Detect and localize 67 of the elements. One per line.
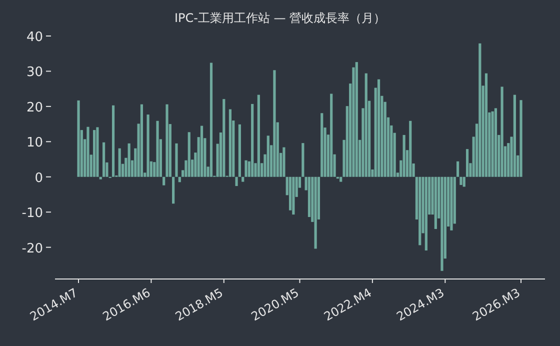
bar — [450, 176, 453, 230]
bar — [520, 100, 522, 177]
bar — [484, 73, 488, 177]
bar — [93, 130, 96, 177]
bar — [282, 147, 286, 177]
bar — [434, 176, 437, 229]
y-tick-label: 30 — [26, 65, 43, 80]
y-tick-label: 40 — [26, 30, 43, 45]
bar — [288, 176, 292, 210]
chart-title: IPC-工業用工作站 — 營收成長率（月） — [174, 11, 386, 25]
bar — [494, 108, 498, 177]
bar — [462, 176, 466, 187]
y-tick-label: -20 — [22, 241, 43, 256]
bar — [102, 142, 106, 177]
bar — [128, 143, 130, 177]
bar — [491, 111, 494, 177]
bar — [424, 176, 428, 250]
bar — [166, 104, 168, 177]
bar — [292, 176, 295, 215]
bar — [172, 176, 175, 204]
bar — [86, 126, 90, 177]
bar — [238, 124, 241, 177]
bar — [340, 176, 342, 182]
bar — [244, 160, 248, 177]
bar — [200, 126, 204, 177]
bar — [355, 62, 358, 177]
bar — [235, 176, 238, 186]
bar — [96, 127, 99, 177]
bar — [242, 176, 244, 182]
bar — [478, 43, 482, 177]
bar — [364, 73, 368, 177]
bar — [162, 176, 166, 186]
bar — [513, 94, 516, 177]
bar — [402, 134, 406, 177]
bar — [460, 176, 462, 185]
bar — [500, 86, 504, 177]
bar — [222, 99, 226, 177]
bar — [156, 120, 159, 177]
y-tick-label: -10 — [22, 206, 43, 222]
y-tick-label: 0 — [34, 170, 43, 186]
bar — [228, 109, 232, 177]
bar — [251, 104, 254, 177]
bar — [77, 100, 80, 177]
bar — [456, 161, 460, 177]
bar — [178, 176, 181, 182]
bar — [175, 143, 178, 177]
bar — [330, 94, 333, 177]
bar — [257, 94, 260, 177]
bar — [210, 62, 213, 177]
bar — [188, 132, 190, 177]
bar — [418, 176, 422, 246]
bar — [146, 114, 150, 177]
y-tick-label: 20 — [26, 100, 43, 116]
bar — [409, 120, 412, 177]
bar — [273, 70, 276, 177]
bar — [118, 148, 121, 177]
bar — [99, 176, 102, 180]
bar — [314, 176, 317, 249]
y-tick-label: 10 — [26, 136, 43, 151]
bar — [377, 79, 380, 177]
bar — [266, 136, 270, 177]
bar — [466, 149, 469, 177]
bar — [112, 105, 115, 177]
bar — [302, 143, 304, 177]
bar — [320, 113, 324, 177]
bar — [440, 176, 444, 271]
bar — [140, 104, 144, 177]
